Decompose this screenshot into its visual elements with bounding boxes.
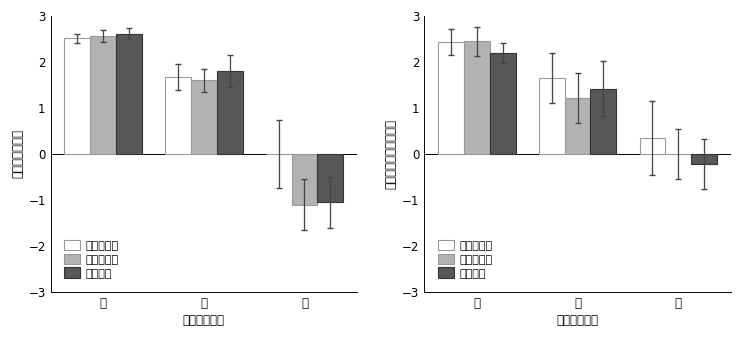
Bar [691,154,717,164]
Bar [165,77,191,154]
Legend: 同調高条件, 同調低条件, 統制条件: 同調高条件, 同調低条件, 統制条件 [62,238,121,281]
Bar [116,33,142,154]
Bar [318,154,343,202]
Bar [565,98,591,154]
Bar [464,41,490,154]
Bar [217,71,243,154]
X-axis label: 画像の危険度: 画像の危険度 [556,314,599,327]
Bar [539,78,565,154]
Legend: 同調高条件, 同調低条件, 統制条件: 同調高条件, 同調低条件, 統制条件 [436,238,495,281]
Y-axis label: 避難の必要性の評定値: 避難の必要性の評定値 [385,119,398,189]
Bar [292,154,318,204]
Bar [591,89,617,154]
Bar [640,138,666,154]
Bar [439,42,464,154]
Bar [65,38,91,154]
X-axis label: 画像の危険度: 画像の危険度 [183,314,225,327]
Bar [91,36,116,154]
Bar [191,80,217,154]
Bar [490,53,516,154]
Y-axis label: 危険度の評定値: 危険度の評定値 [11,129,24,178]
